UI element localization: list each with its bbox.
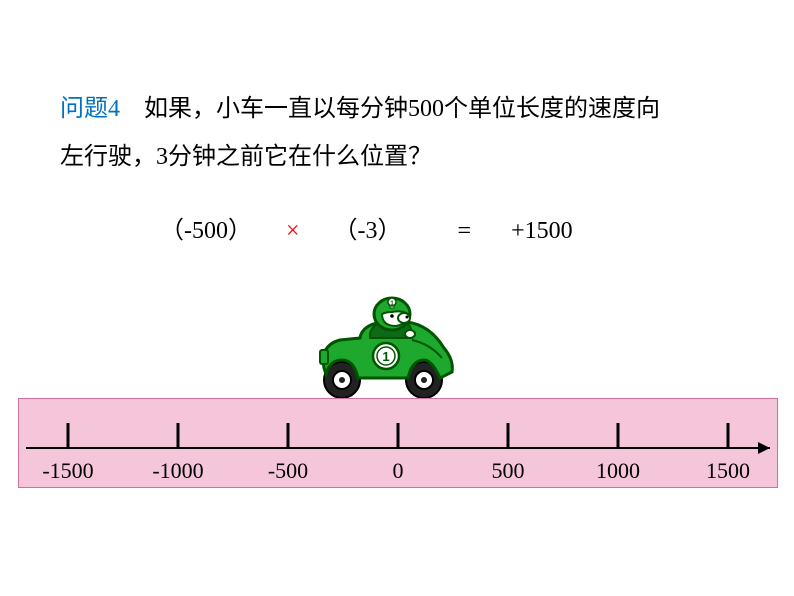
eq-equals: = xyxy=(458,218,472,245)
svg-text:1: 1 xyxy=(382,349,389,364)
equation: （-500） × （-3） = +1500 xyxy=(160,210,573,245)
tick-label: -1500 xyxy=(42,458,93,484)
tick-label: 0 xyxy=(393,458,404,484)
tick-label: 500 xyxy=(492,458,525,484)
eq-operator: × xyxy=(286,218,300,245)
tick-labels: -1500 -1000 -500 0 500 1000 1500 xyxy=(18,458,778,488)
eq-result: +1500 xyxy=(511,218,573,245)
question-line2: 左行驶，3分钟之前它在什么位置？ xyxy=(60,144,432,170)
race-car-icon: 1 1 xyxy=(312,290,462,400)
tick-label: 1500 xyxy=(706,458,750,484)
question-line1: 如果，小车一直以每分钟500个单位长度的速度向 xyxy=(144,96,660,122)
eq-left: （-500） xyxy=(160,210,252,245)
question-text: 问题4 如果，小车一直以每分钟500个单位长度的速度向 左行驶，3分钟之前它在什… xyxy=(60,85,720,181)
tick-label: -1000 xyxy=(152,458,203,484)
eq-right: （-3） xyxy=(334,210,402,245)
tick-label: -500 xyxy=(268,458,308,484)
tick-label: 1000 xyxy=(596,458,640,484)
question-label: 问题4 xyxy=(60,96,120,122)
